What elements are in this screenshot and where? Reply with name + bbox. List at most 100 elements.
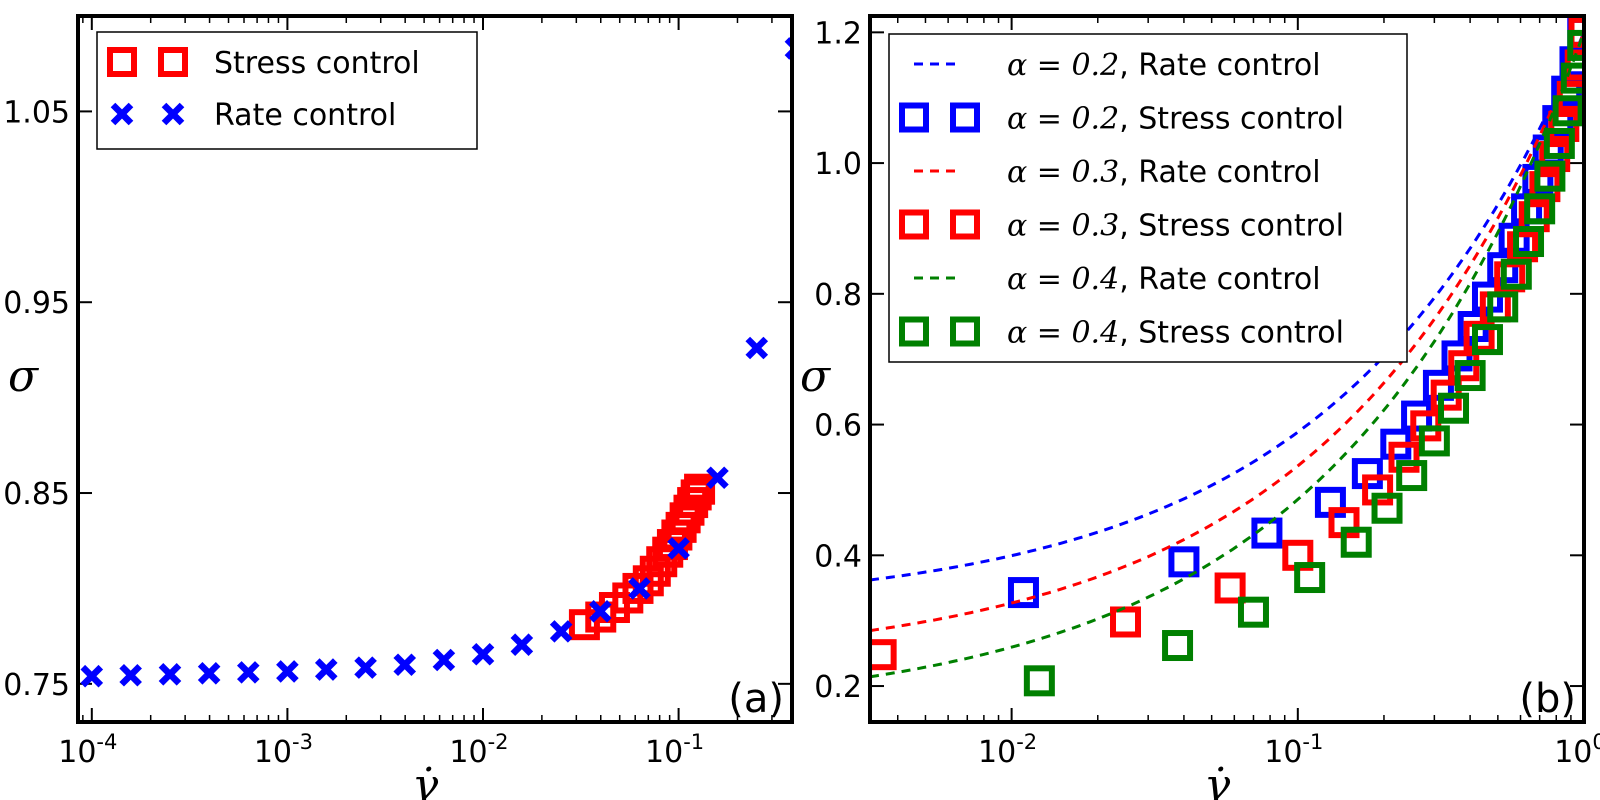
data-point-x <box>276 660 299 683</box>
data-point-square <box>1023 665 1055 697</box>
data-point-square <box>950 102 980 133</box>
data-point-square <box>1162 630 1194 662</box>
data-point-square <box>680 479 712 511</box>
data-point-x <box>119 663 142 687</box>
y-tick-label: 0.8 <box>814 278 862 313</box>
data-point-x <box>471 642 495 666</box>
y-tick-label: 0.85 <box>3 477 70 512</box>
data-point-square <box>1237 596 1269 628</box>
legend-label: Stress control <box>214 46 420 81</box>
data-point-square <box>870 639 897 671</box>
y-tick-label: 0.4 <box>814 539 862 574</box>
data-point-square <box>950 209 980 240</box>
data-point-square <box>1371 492 1403 524</box>
legend-item: α = 0.4, Rate control <box>914 262 1321 297</box>
data-point-square <box>950 316 980 347</box>
data-point-x <box>589 600 612 623</box>
data-point-square <box>899 209 929 240</box>
legend-label: α = 0.2, Rate control <box>1007 48 1321 83</box>
data-point-square <box>1500 258 1532 290</box>
x-tick-label: 10-2 <box>978 730 1037 770</box>
legend-label: Rate control <box>214 98 396 133</box>
data-point-x <box>110 102 134 126</box>
legend-label: α = 0.4, Stress control <box>1007 316 1344 351</box>
data-point-square <box>1487 291 1519 323</box>
panel-label: (b) <box>1519 676 1576 722</box>
legend: Stress control Rate control <box>96 31 478 150</box>
data-area <box>870 16 1584 697</box>
x-axis-label: γ̇ <box>412 760 439 800</box>
data-point-x <box>628 577 651 600</box>
legend-item: α = 0.3, Stress control <box>899 209 1344 244</box>
y-tick-label: 1.2 <box>814 16 862 51</box>
legend: α = 0.2, Rate control α = 0.2, Stress con… <box>888 33 1408 363</box>
legend-item: α = 0.2, Rate control <box>914 48 1321 83</box>
data-point-square <box>1418 425 1450 457</box>
y-tick-label: 0.75 <box>3 668 70 703</box>
data-point-x <box>161 102 185 126</box>
data-point-square <box>1438 392 1470 424</box>
fit-line <box>870 31 1584 633</box>
x-tick-label: 10-3 <box>254 730 313 770</box>
data-point-square <box>1168 546 1200 578</box>
y-tick-label: 0.6 <box>814 409 862 444</box>
x-tick-label: 100 <box>1554 730 1600 770</box>
legend-label: α = 0.4, Rate control <box>1007 262 1321 297</box>
data-point-square <box>684 473 716 505</box>
data-point-x <box>354 656 377 679</box>
data-point-square <box>1560 62 1584 94</box>
data-point-x <box>784 37 792 60</box>
data-point-square <box>899 316 929 347</box>
data-point-square <box>1524 193 1556 225</box>
y-tick-label: 1.05 <box>3 95 70 130</box>
data-point-x <box>667 537 690 560</box>
data-point-square <box>158 47 188 77</box>
data-point-x <box>158 662 182 686</box>
data-point-square <box>1294 562 1326 594</box>
y-tick-label: 1.0 <box>814 147 862 182</box>
legend-item: α = 0.3, Rate control <box>914 155 1321 190</box>
data-point-x <box>510 633 534 657</box>
data-point-square <box>1396 460 1428 492</box>
data-point-x <box>549 620 573 643</box>
legend-label: α = 0.3, Rate control <box>1007 155 1321 190</box>
plot-frame <box>76 14 794 724</box>
legend-box <box>888 33 1408 363</box>
plot-frame <box>868 14 1586 724</box>
data-point-square <box>107 47 137 77</box>
data-point-x <box>236 661 260 684</box>
data-point-x <box>197 662 221 685</box>
data-point-square <box>1552 95 1584 127</box>
y-axis-label: σ <box>800 351 832 402</box>
legend-item: α = 0.2, Stress control <box>899 102 1344 137</box>
fit-line <box>870 31 1584 582</box>
data-area <box>80 37 792 688</box>
data-point-x <box>706 466 729 490</box>
data-point-square <box>1513 226 1545 258</box>
data-point-x <box>745 336 769 360</box>
data-point-square <box>1543 127 1575 159</box>
x-axis-label: γ̇ <box>1204 760 1231 800</box>
y-tick-label: 0.95 <box>3 286 70 321</box>
legend-label: α = 0.2, Stress control <box>1007 102 1344 137</box>
fit-line <box>870 31 1584 679</box>
data-point-square <box>1110 606 1142 638</box>
data-point-x <box>314 658 338 681</box>
x-tick-label: 10-2 <box>449 730 508 770</box>
data-point-x <box>80 664 104 688</box>
data-point-square <box>1548 110 1580 142</box>
data-point-square <box>1007 577 1039 609</box>
data-point-square <box>1463 320 1495 352</box>
panel-a: 10-4 10-3 10-2 10-1 0.75 0.85 0.95 1.05 σ γ̇ (a) St… <box>3 14 794 800</box>
data-point-x <box>432 648 456 672</box>
x-tick-label: 10-1 <box>1264 730 1323 770</box>
data-point-square <box>1559 46 1584 78</box>
legend-label: α = 0.3, Stress control <box>1007 209 1344 244</box>
legend-item: Stress control <box>107 46 420 81</box>
data-point-square <box>1471 324 1503 356</box>
x-tick-label: 10-1 <box>645 730 704 770</box>
data-point-square <box>1454 360 1486 392</box>
data-point-x <box>393 653 417 677</box>
x-tick-label: 10-4 <box>58 730 117 770</box>
